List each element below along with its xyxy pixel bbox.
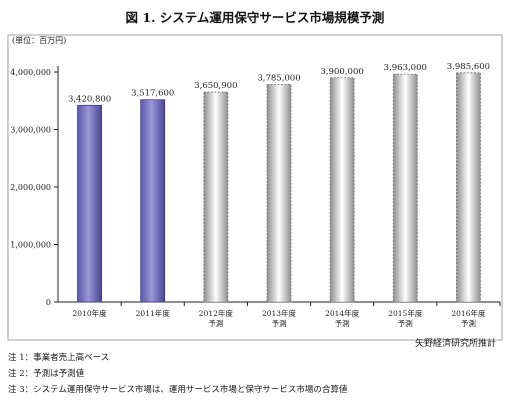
bar-forecast xyxy=(329,77,355,303)
x-tick-label: 2016年度 xyxy=(451,308,486,318)
y-tick-label: 3,000,000 xyxy=(10,126,51,135)
value-labels: 3,420,800 3,517,600 3,650,900 3,785,000 3,90… xyxy=(68,62,490,104)
y-tick-label: 2,000,000 xyxy=(10,183,51,192)
source-label: 矢野経済研究所推計 xyxy=(415,337,496,349)
footnote: 注 1：事業者売上高ベース xyxy=(8,353,110,363)
y-tick-label: 4,000,000 xyxy=(10,68,51,77)
chart-title: 図 1. システム運用保守サービス市場規模予測 xyxy=(126,10,385,25)
bar-value-label: 3,517,600 xyxy=(131,89,174,99)
footnote: 注 3：システム運用保守サービス市場は、運用サービス市場と保守サービス市場の合算… xyxy=(8,385,348,395)
bar-value-label: 3,785,000 xyxy=(257,73,300,83)
y-tick-label: 1,000,000 xyxy=(10,241,51,250)
x-tick-label: 予測 xyxy=(461,318,476,328)
footnotes: 注 1：事業者売上高ベース 注 2：予測は予測値 注 3：システム運用保守サービ… xyxy=(8,350,347,398)
x-tick-label: 予測 xyxy=(208,318,223,328)
x-tick-label: 2010年度 xyxy=(73,308,108,318)
unit-label: (単位：百万円) xyxy=(12,35,66,45)
bar-forecast xyxy=(203,91,229,303)
bar-value-label: 3,420,800 xyxy=(68,94,111,104)
x-tick-label: 予測 xyxy=(335,318,350,328)
bar-actual xyxy=(140,99,166,303)
footnote: 注 2：予測は予測値 xyxy=(8,369,85,379)
bar-value-label: 3,985,600 xyxy=(447,62,490,72)
bar-value-label: 3,963,000 xyxy=(384,63,427,73)
x-tick-labels: 2010年度 2011年度 2012年度予測2013年度予測2014年度予測2015… xyxy=(73,308,486,328)
x-tick-label: 2014年度 xyxy=(325,308,360,318)
bar-actual xyxy=(77,104,102,303)
x-tick-label: 予測 xyxy=(398,318,413,328)
bar-value-label: 3,650,900 xyxy=(194,81,237,91)
plot-frame xyxy=(7,34,503,341)
x-tick-label: 2013年度 xyxy=(262,308,297,318)
x-tick-label: 2015年度 xyxy=(388,308,423,318)
bar-forecast xyxy=(392,73,418,303)
x-tick-label: 予測 xyxy=(272,318,287,328)
bar-value-label: 3,900,000 xyxy=(321,67,364,77)
bar-forecast xyxy=(266,83,292,303)
x-tick-label: 2012年度 xyxy=(199,308,234,318)
bar-forecast xyxy=(456,72,481,303)
axes: 0 1,000,000 2,000,000 3,000,000 4,000,000 xyxy=(10,66,501,307)
x-tick-label: 2011年度 xyxy=(136,308,171,318)
y-tick-label: 0 xyxy=(46,298,51,307)
bars xyxy=(77,72,481,303)
